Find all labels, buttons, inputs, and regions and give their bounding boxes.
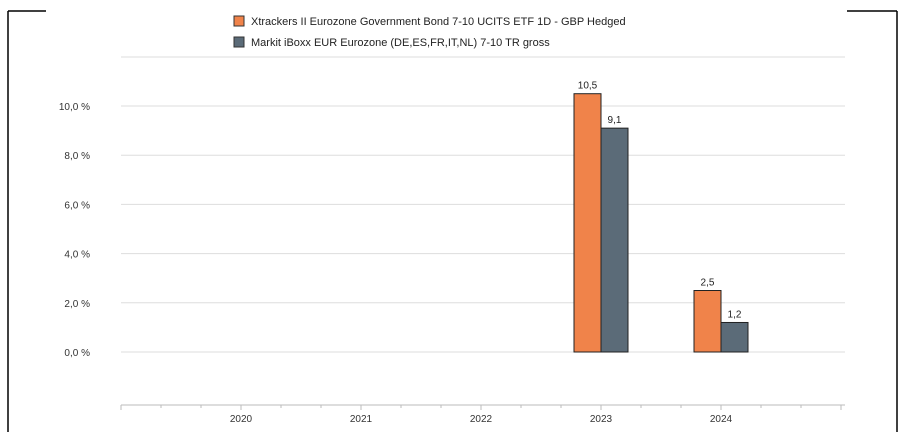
bar-value-label: 9,1	[608, 115, 622, 126]
y-tick-label: 10,0 %	[59, 102, 90, 113]
bar-value-label: 10,5	[578, 81, 598, 92]
bar-value-label: 2,5	[701, 278, 715, 289]
x-tick-label: 2021	[350, 414, 373, 425]
bar-value-label: 1,2	[728, 309, 742, 320]
x-tick-label: 2022	[470, 414, 493, 425]
bars	[573, 93, 749, 353]
legend-swatch-fund	[233, 15, 245, 27]
bar-value-labels: 10,5 9,1 2,5 1,2	[578, 81, 742, 321]
legend-label-index: Markit iBoxx EUR Eurozone (DE,ES,FR,IT,N…	[251, 37, 550, 49]
x-tick-label: 2024	[710, 414, 733, 425]
x-tick-label: 2020	[230, 414, 253, 425]
legend-item-index[interactable]: Markit iBoxx EUR Eurozone (DE,ES,FR,IT,N…	[233, 36, 550, 49]
y-tick-label: 2,0 %	[64, 299, 90, 310]
bar-index-2024[interactable]	[720, 321, 749, 353]
gridlines	[121, 56, 845, 353]
y-tick-label: 0,0 %	[64, 348, 90, 359]
y-tick-label: 8,0 %	[64, 151, 90, 162]
legend-label-fund: Xtrackers II Eurozone Government Bond 7-…	[251, 16, 626, 28]
x-tick-label: 2023	[590, 414, 613, 425]
bar-fund-2023[interactable]	[573, 93, 602, 353]
legend-swatch-index	[233, 36, 245, 48]
legend: Xtrackers II Eurozone Government Bond 7-…	[233, 15, 626, 49]
legend-item-fund[interactable]: Xtrackers II Eurozone Government Bond 7-…	[233, 15, 626, 28]
y-tick-label: 6,0 %	[64, 200, 90, 211]
x-axis	[120, 404, 845, 410]
bar-index-2023[interactable]	[600, 127, 629, 353]
y-tick-labels: 0,0 % 2,0 % 4,0 % 6,0 % 8,0 % 10,0 %	[59, 102, 90, 359]
bar-fund-2024[interactable]	[693, 290, 722, 353]
y-tick-label: 4,0 %	[64, 250, 90, 261]
x-tick-labels: 2020 2021 2022 2023 2024	[230, 414, 733, 425]
